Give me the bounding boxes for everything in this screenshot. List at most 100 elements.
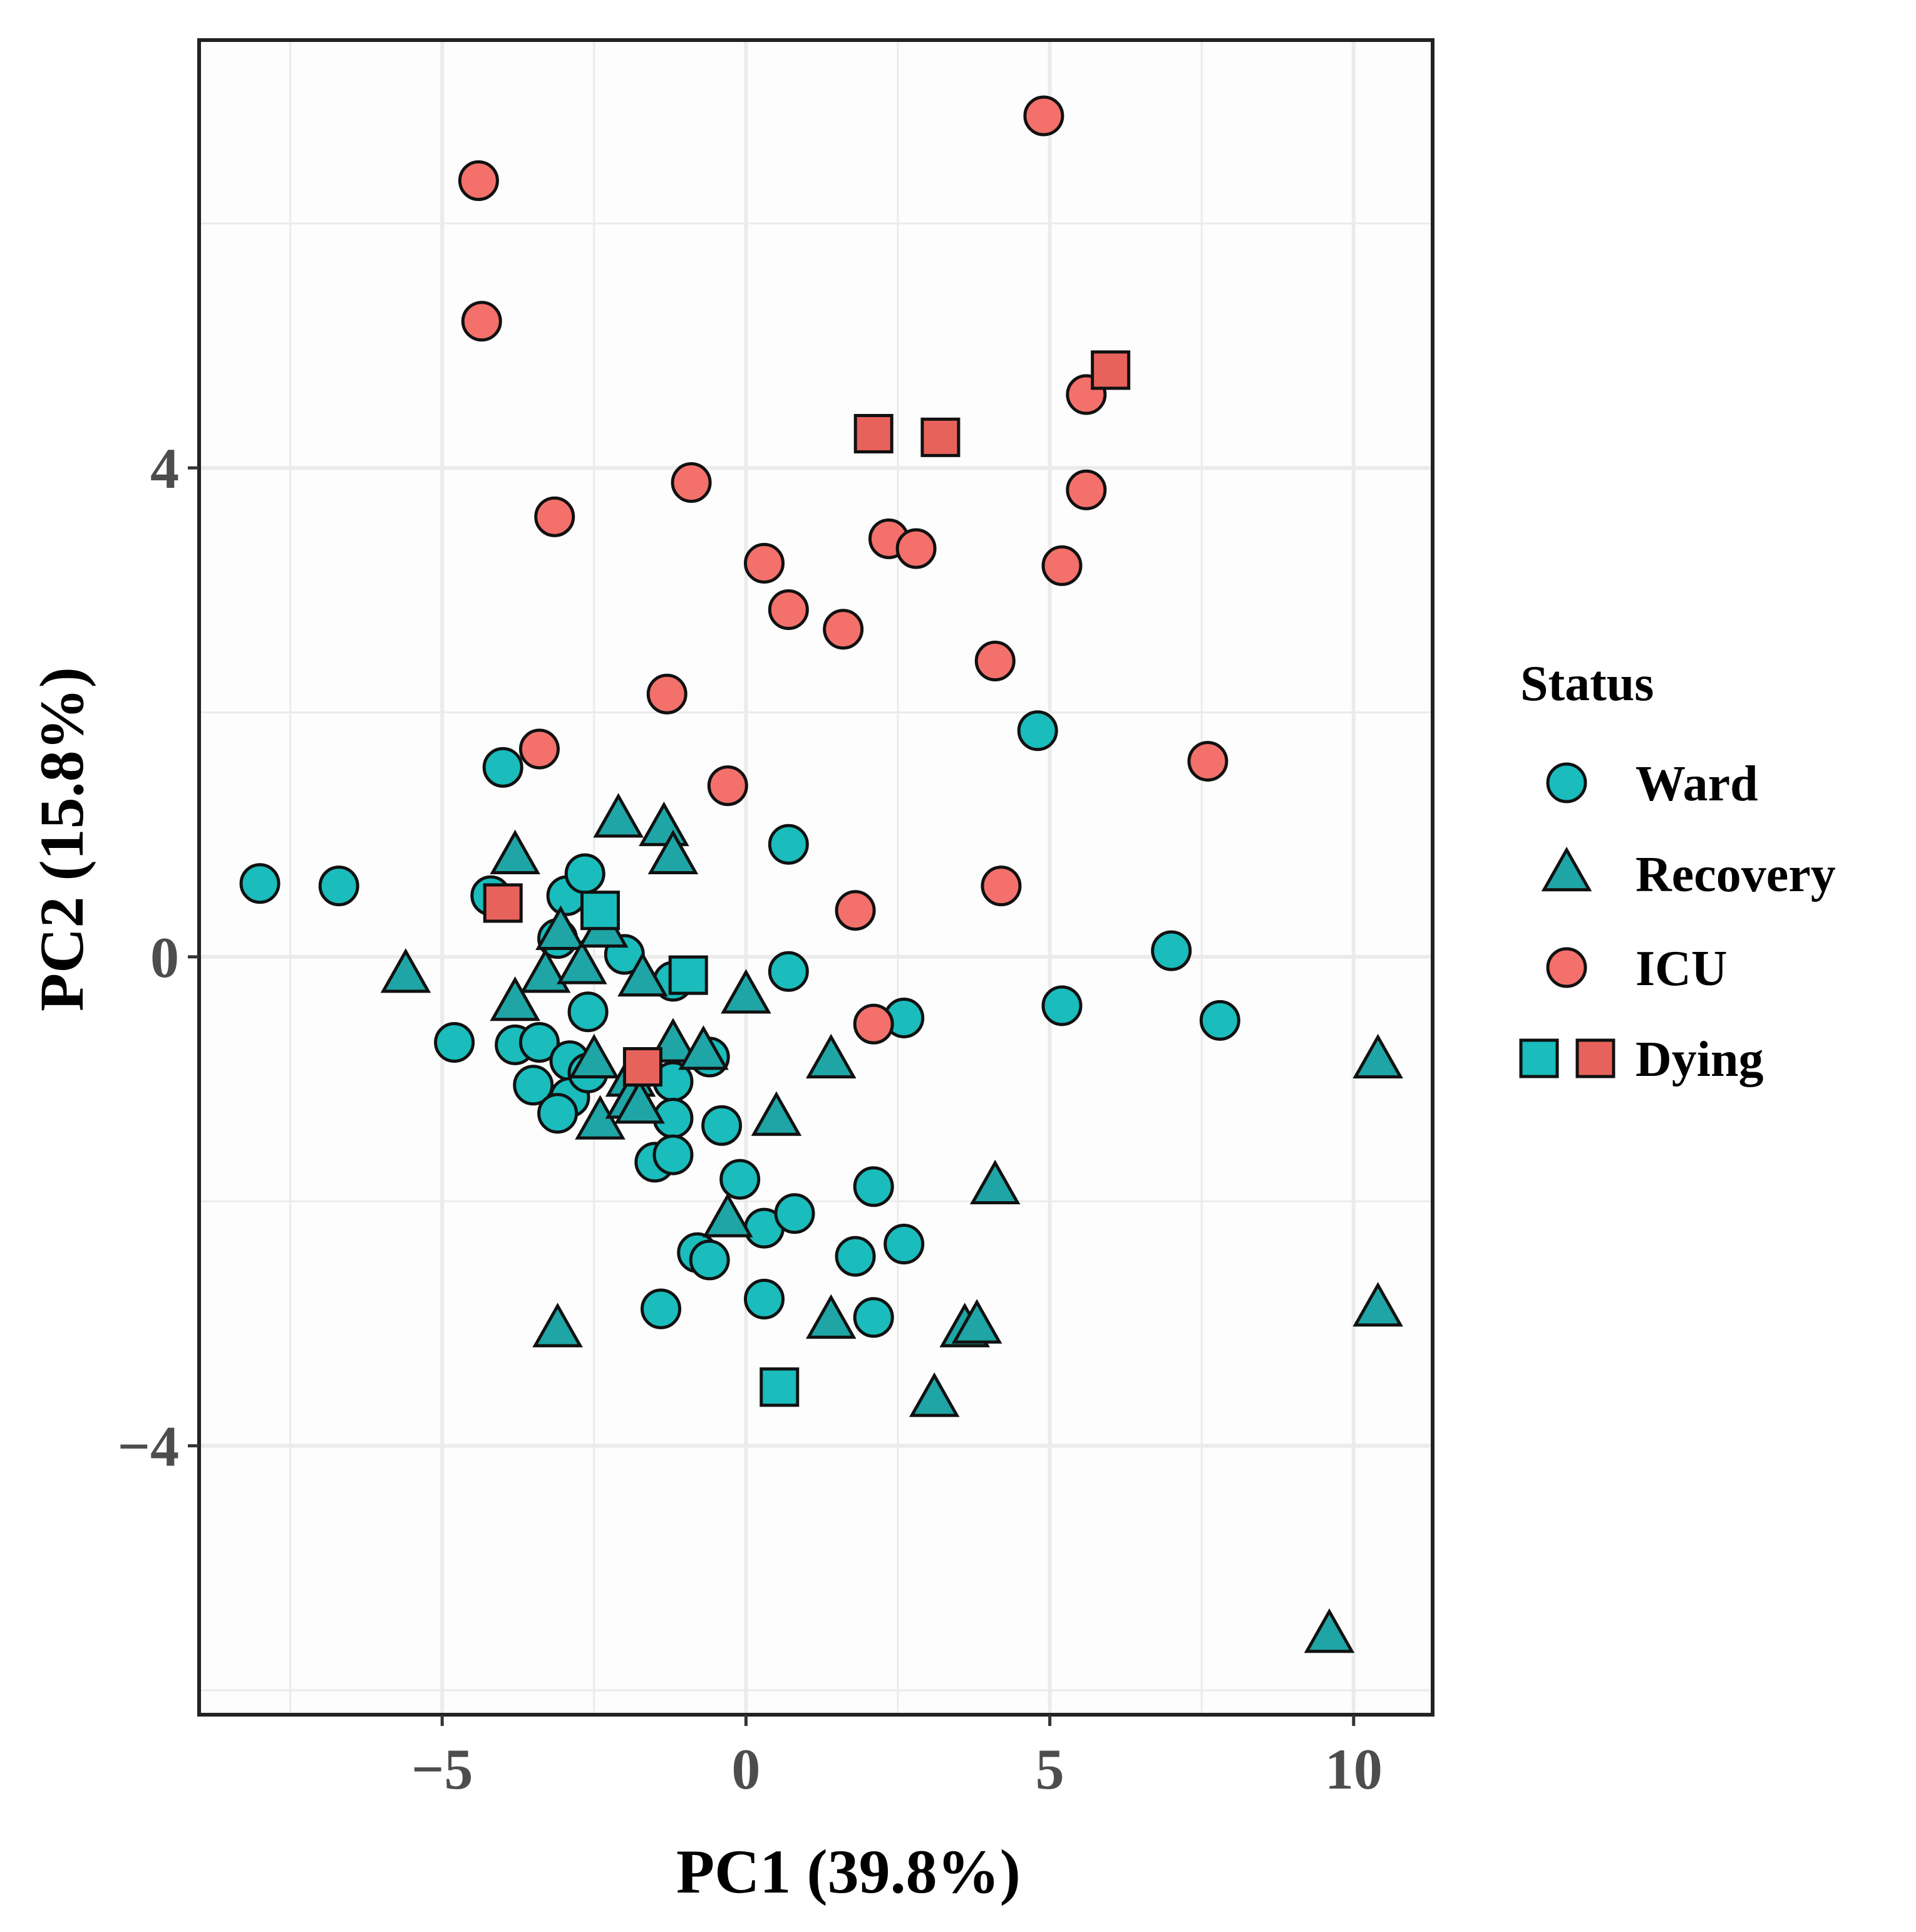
legend-label-ward: Ward	[1635, 757, 1758, 812]
ward-point	[434, 1021, 475, 1063]
dying-ward-point	[760, 1367, 800, 1407]
icu-point	[534, 496, 575, 537]
icu-point	[671, 462, 712, 504]
ward-point	[744, 1278, 785, 1320]
icu-point	[1041, 545, 1083, 586]
ward-point	[482, 746, 523, 788]
ward-point	[518, 1021, 560, 1063]
icu-point	[974, 641, 1016, 682]
ward-point	[537, 1093, 579, 1134]
icu-point	[744, 542, 785, 584]
icu-point	[518, 728, 560, 770]
recovery-point	[490, 976, 540, 1021]
icu-point	[895, 528, 937, 569]
icu-point	[461, 301, 502, 342]
ward-point	[719, 1159, 761, 1200]
icu-point	[1066, 469, 1107, 510]
icu-point	[768, 589, 809, 631]
recovery-point	[751, 1091, 802, 1136]
ward-point	[883, 1224, 925, 1265]
ward-point	[1199, 1000, 1240, 1041]
dying-icu-point	[483, 883, 523, 923]
ward-point	[768, 824, 809, 865]
recovery-point	[1352, 1281, 1403, 1327]
legend-key-recovery	[1541, 846, 1592, 892]
recovery-point	[380, 948, 431, 993]
x-axis-label: PC1 (39.8%)	[676, 1837, 1021, 1906]
recovery-point	[647, 829, 699, 875]
ward-point	[774, 1193, 815, 1234]
recovery-point	[490, 829, 540, 875]
ward-point	[652, 1134, 694, 1175]
ward-point	[1017, 710, 1058, 752]
icu-point	[1187, 741, 1228, 782]
legend-label-recovery: Recovery	[1635, 847, 1836, 902]
ward-point	[835, 1236, 876, 1277]
x-tick-label: 0	[731, 1737, 760, 1801]
x-tick-label: 10	[1325, 1737, 1383, 1801]
recovery-point	[617, 951, 668, 997]
y-tick-label: −4	[118, 1415, 179, 1479]
icu-point	[646, 673, 688, 715]
legend-label-dying: Dying	[1635, 1032, 1764, 1087]
dying-ward-point	[668, 955, 708, 995]
recovery-point	[678, 1025, 729, 1070]
icu-point	[835, 890, 876, 931]
icu-point	[981, 865, 1022, 907]
recovery-point	[557, 939, 607, 984]
legend-key-dying-ward	[1519, 1038, 1559, 1078]
recovery-point	[909, 1372, 960, 1417]
dying-icu-point	[853, 413, 894, 453]
ward-point	[701, 1105, 743, 1146]
panel-background	[199, 40, 1433, 1715]
dying-icu-point	[622, 1047, 662, 1087]
legend-key-dying-icu	[1575, 1038, 1615, 1078]
y-tick-label: 4	[150, 437, 179, 500]
recovery-point	[569, 1033, 620, 1078]
plot-panel	[197, 38, 1434, 1717]
ward-point	[853, 1166, 894, 1207]
ward-point	[853, 1297, 894, 1338]
recovery-point	[969, 1159, 1021, 1205]
recovery-point	[520, 948, 571, 993]
ward-point	[318, 865, 359, 907]
ward-point	[567, 991, 609, 1033]
ward-point	[768, 951, 809, 992]
recovery-point	[532, 1303, 583, 1348]
grid-lines	[199, 40, 1433, 1715]
ward-point	[513, 1065, 554, 1106]
ward-point	[564, 853, 605, 894]
ward-point	[689, 1239, 730, 1281]
recovery-point	[702, 1192, 753, 1237]
icu-point	[823, 609, 864, 650]
recovery-point	[721, 969, 771, 1014]
recovery-point	[614, 1078, 665, 1124]
legend-key-icu	[1546, 947, 1587, 988]
legend-key-ward	[1546, 762, 1587, 803]
icu-point	[853, 1003, 894, 1045]
recovery-point	[805, 1294, 857, 1339]
recovery-point	[1304, 1608, 1355, 1653]
icu-point	[707, 765, 748, 807]
recovery-point	[951, 1299, 1002, 1344]
icu-point	[1023, 95, 1064, 137]
recovery-point	[805, 1033, 857, 1078]
ward-point	[1041, 985, 1083, 1026]
recovery-point	[593, 793, 644, 838]
dying-ward-point	[580, 891, 620, 931]
y-axis: −4 0 4	[118, 437, 199, 1479]
x-tick-label: −5	[411, 1737, 473, 1801]
dying-icu-point	[920, 417, 961, 457]
y-axis-label: PC2 (15.8%)	[27, 667, 96, 1011]
data-points	[239, 95, 1403, 1653]
dying-icu-point	[1091, 350, 1131, 390]
legend-label-icu: ICU	[1635, 941, 1728, 996]
ward-point	[1151, 930, 1192, 971]
panel-border	[197, 38, 1434, 1717]
legend: Status Ward Recovery ICU Dying	[1519, 656, 1836, 1087]
recovery-point	[1352, 1033, 1403, 1078]
y-tick-label: 0	[150, 926, 179, 989]
ward-point	[239, 863, 281, 904]
recovery-point	[535, 905, 586, 951]
